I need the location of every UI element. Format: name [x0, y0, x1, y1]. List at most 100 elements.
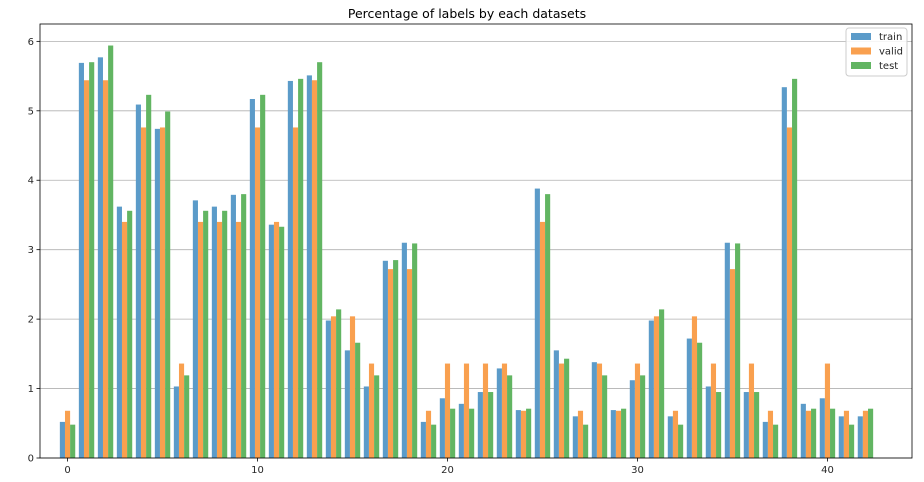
- bar-test-27: [583, 424, 589, 458]
- bar-train-1: [78, 62, 84, 458]
- x-tick-label: 10: [251, 465, 264, 476]
- bar-valid-11: [273, 221, 280, 458]
- chart-title: Percentage of labels by each datasets: [348, 6, 586, 21]
- bar-test-17: [393, 260, 399, 458]
- bar-train-14: [325, 320, 331, 458]
- plot-frame: [39, 23, 913, 459]
- bar-valid-42: [862, 410, 869, 458]
- bar-train-24: [515, 410, 521, 458]
- bar-test-0: [70, 424, 76, 458]
- bar-test-24: [526, 408, 532, 458]
- bar-test-33: [697, 342, 703, 458]
- bar-train-16: [363, 386, 369, 458]
- x-tick-label: 0: [64, 465, 70, 476]
- bar-valid-1: [83, 80, 90, 458]
- bar-test-12: [298, 78, 304, 458]
- axes: 0 1 2 3 4 5 6 0 10 20 30 40: [28, 37, 834, 476]
- bar-valid-19: [425, 410, 432, 458]
- bar-valid-24: [520, 410, 527, 458]
- bar-train-41: [838, 416, 844, 458]
- x-tick-label: 30: [631, 465, 644, 476]
- bar-test-16: [374, 375, 380, 458]
- bar-valid-14: [330, 316, 337, 458]
- bar-test-39: [811, 408, 817, 458]
- bar-train-31: [648, 320, 654, 458]
- bar-valid-34: [710, 363, 717, 458]
- bar-train-13: [306, 75, 312, 459]
- bar-valid-22: [482, 363, 489, 458]
- bar-test-37: [773, 424, 779, 458]
- bar-test-10: [260, 94, 266, 458]
- bar-valid-26: [558, 363, 565, 458]
- x-tick-label: 40: [821, 465, 834, 476]
- bar-test-14: [336, 309, 342, 458]
- bar-test-34: [716, 392, 722, 458]
- bar-train-35: [724, 242, 730, 458]
- bar-valid-12: [292, 127, 299, 458]
- bar-test-29: [621, 408, 627, 458]
- bar-test-38: [792, 78, 798, 458]
- bar-train-28: [591, 362, 597, 458]
- bar-test-23: [507, 375, 513, 458]
- bar-valid-32: [672, 410, 679, 458]
- bar-test-19: [431, 424, 437, 458]
- bar-valid-31: [653, 316, 660, 458]
- series-valid: [64, 80, 869, 458]
- bar-valid-40: [824, 363, 831, 458]
- bar-train-3: [116, 206, 122, 458]
- bar-test-1: [89, 62, 95, 458]
- bar-valid-39: [805, 410, 812, 458]
- bar-train-18: [401, 242, 407, 458]
- bar-train-10: [249, 98, 255, 458]
- y-tick-label: 0: [28, 454, 34, 465]
- bar-valid-35: [729, 269, 736, 458]
- bar-test-26: [564, 358, 570, 458]
- bar-valid-20: [444, 363, 451, 458]
- bar-train-23: [496, 368, 502, 458]
- bar-valid-0: [64, 410, 71, 458]
- bar-valid-13: [311, 80, 318, 458]
- bar-test-25: [545, 194, 551, 459]
- bar-valid-25: [539, 221, 546, 458]
- y-tick-label: 5: [28, 106, 34, 117]
- bar-test-6: [184, 375, 190, 458]
- bar-test-2: [108, 45, 114, 459]
- bar-test-9: [241, 194, 247, 459]
- bar-valid-30: [634, 363, 641, 458]
- bar-valid-3: [121, 221, 128, 458]
- bar-test-42: [868, 408, 874, 458]
- bar-valid-28: [596, 363, 603, 458]
- legend-swatch-test: [851, 62, 871, 69]
- bar-train-12: [287, 80, 293, 459]
- bar-test-32: [678, 424, 684, 458]
- x-tick-label: 20: [441, 465, 454, 476]
- bar-test-8: [222, 210, 228, 458]
- bar-test-18: [412, 243, 418, 458]
- bar-train-30: [629, 380, 635, 458]
- bar-train-17: [382, 260, 388, 458]
- bar-valid-2: [102, 80, 109, 458]
- bar-valid-15: [349, 316, 356, 458]
- bar-valid-4: [140, 127, 147, 458]
- bar-valid-9: [235, 221, 242, 458]
- bar-train-19: [420, 421, 426, 458]
- y-tick-label: 2: [28, 315, 34, 326]
- bar-valid-38: [786, 127, 793, 458]
- bar-test-15: [355, 342, 361, 458]
- bar-train-32: [667, 416, 673, 458]
- bar-test-20: [450, 408, 456, 458]
- bar-train-27: [572, 416, 578, 458]
- bar-train-6: [173, 386, 179, 458]
- bar-test-30: [640, 375, 646, 458]
- legend-label-train: train: [879, 32, 902, 43]
- legend-item-test: test: [851, 61, 898, 72]
- legend-label-test: test: [879, 61, 898, 72]
- series-train: [59, 57, 863, 459]
- bar-test-4: [146, 94, 152, 458]
- bar-train-8: [211, 206, 217, 458]
- bar-test-3: [127, 210, 133, 458]
- bar-valid-7: [197, 221, 204, 458]
- bar-train-38: [781, 87, 787, 458]
